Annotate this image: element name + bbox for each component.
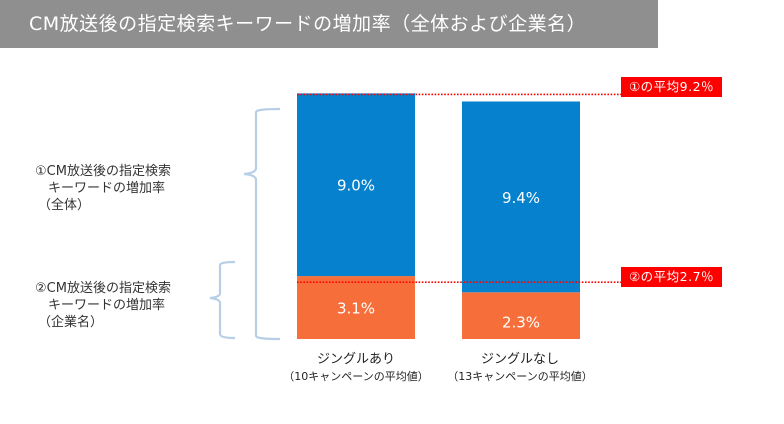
legend-company-line3: （企業名） (38, 315, 104, 330)
chart-title: CM放送後の指定検索キーワードの増加率（全体および企業名） (0, 0, 658, 48)
legend-company-line2: キーワードの増加率 (48, 298, 166, 313)
average-badge-company: ②の平均2.7％ (621, 267, 722, 287)
bracket-company (209, 260, 236, 340)
average-badge-overall: ①の平均9.2％ (621, 77, 722, 97)
bracket-overall (243, 107, 281, 341)
data-label-overall-0: 9.0% (337, 177, 375, 195)
bar-overall-0 (297, 93, 415, 277)
legend-company-line1: ②CM放送後の指定検索 (35, 281, 171, 296)
data-label-company-0: 3.1% (337, 300, 375, 318)
bar-company-1 (462, 292, 580, 339)
bar-overall-1 (462, 101, 580, 293)
legend-overall-line3: （全体） (38, 198, 91, 213)
category-sublabel: （10キャンペーンの平均値） (283, 370, 429, 383)
category-name: ジングルなし (480, 352, 559, 367)
legend-overall: ①CM放送後の指定検索 キーワードの増加率 （全体） (35, 163, 171, 214)
legend-overall-line2: キーワードの増加率 (48, 181, 166, 196)
bar-company-0 (297, 276, 415, 339)
legend-overall-line1: ①CM放送後の指定検索 (35, 164, 171, 179)
legend-company: ②CM放送後の指定検索 キーワードの増加率 （企業名） (35, 280, 171, 331)
legend-brackets (209, 107, 281, 341)
category-sublabel: （13キャンペーンの平均値） (447, 370, 593, 383)
category-name: ジングルあり (316, 352, 395, 367)
category-label-jingle-yes: ジングルあり （10キャンペーンの平均値） (266, 351, 446, 385)
category-label-jingle-no: ジングルなし （13キャンペーンの平均値） (430, 351, 610, 385)
data-label-overall-1: 9.4% (502, 189, 540, 207)
data-label-company-1: 2.3% (502, 314, 540, 332)
